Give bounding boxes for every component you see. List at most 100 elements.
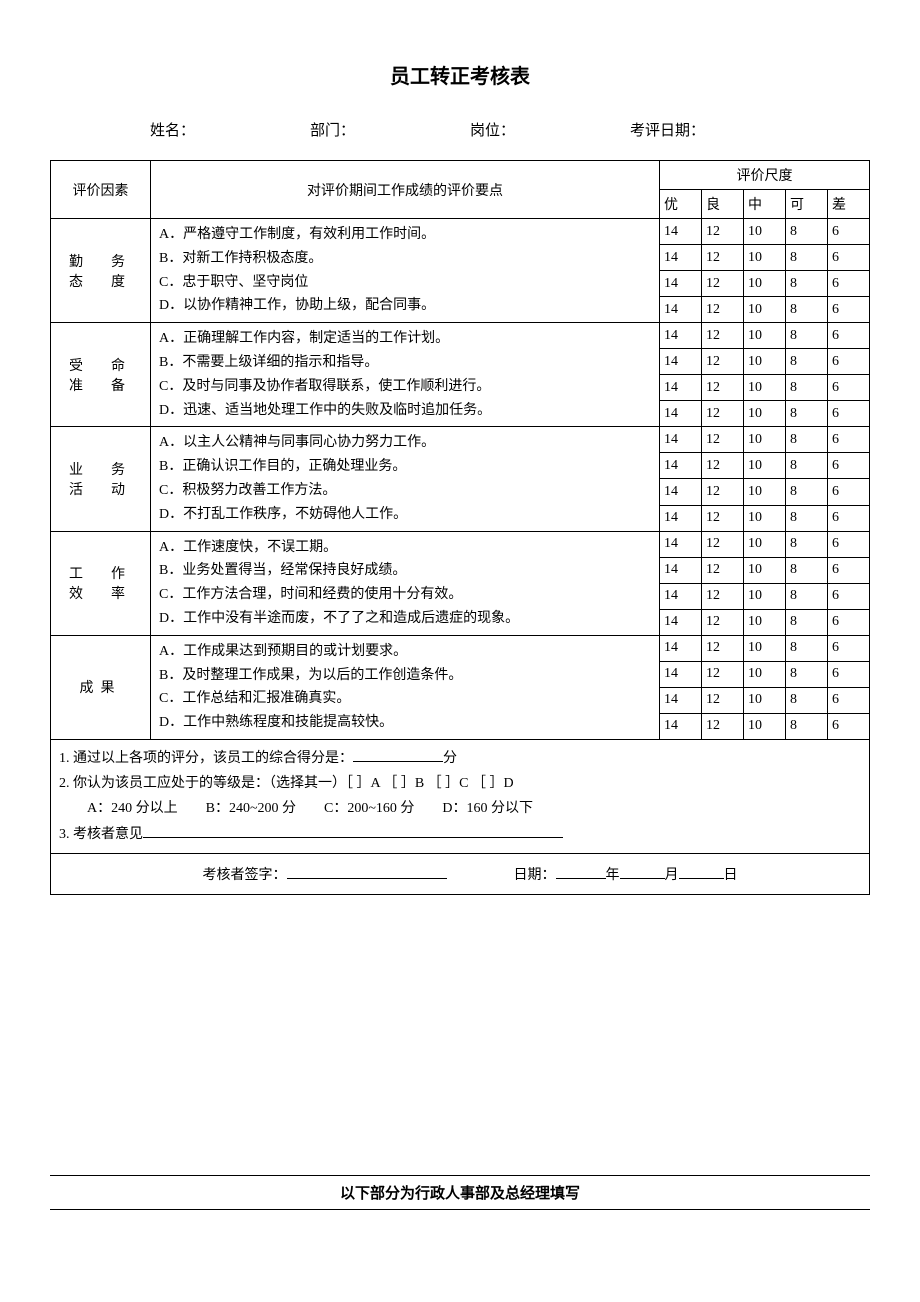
score-cell[interactable]: 12 (702, 505, 744, 531)
score-cell[interactable]: 8 (786, 297, 828, 323)
score-cell[interactable]: 6 (828, 713, 870, 739)
score-cell[interactable]: 8 (786, 557, 828, 583)
score-cell[interactable]: 14 (660, 557, 702, 583)
score-cell[interactable]: 14 (660, 635, 702, 661)
score-cell[interactable]: 8 (786, 713, 828, 739)
score-cell[interactable]: 10 (744, 245, 786, 271)
score-cell[interactable]: 14 (660, 297, 702, 323)
score-cell[interactable]: 6 (828, 635, 870, 661)
score-cell[interactable]: 8 (786, 453, 828, 479)
score-cell[interactable]: 14 (660, 453, 702, 479)
score-cell[interactable]: 12 (702, 479, 744, 505)
score-cell[interactable]: 12 (702, 609, 744, 635)
score-cell[interactable]: 12 (702, 245, 744, 271)
score-cell[interactable]: 6 (828, 323, 870, 349)
score-cell[interactable]: 14 (660, 479, 702, 505)
score-cell[interactable]: 10 (744, 609, 786, 635)
score-cell[interactable]: 14 (660, 401, 702, 427)
score-cell[interactable]: 6 (828, 479, 870, 505)
score-cell[interactable]: 10 (744, 219, 786, 245)
score-cell[interactable]: 12 (702, 297, 744, 323)
score-cell[interactable]: 8 (786, 245, 828, 271)
score-cell[interactable]: 6 (828, 271, 870, 297)
score-blank[interactable] (353, 747, 443, 762)
score-cell[interactable]: 10 (744, 479, 786, 505)
score-cell[interactable]: 6 (828, 609, 870, 635)
score-cell[interactable]: 12 (702, 427, 744, 453)
score-cell[interactable]: 8 (786, 427, 828, 453)
score-cell[interactable]: 14 (660, 323, 702, 349)
score-cell[interactable]: 10 (744, 323, 786, 349)
score-cell[interactable]: 8 (786, 609, 828, 635)
score-cell[interactable]: 10 (744, 375, 786, 401)
score-cell[interactable]: 8 (786, 505, 828, 531)
score-cell[interactable]: 10 (744, 661, 786, 687)
year-blank[interactable] (556, 864, 606, 879)
score-cell[interactable]: 10 (744, 427, 786, 453)
score-cell[interactable]: 6 (828, 583, 870, 609)
score-cell[interactable]: 14 (660, 583, 702, 609)
score-cell[interactable]: 10 (744, 557, 786, 583)
score-cell[interactable]: 8 (786, 583, 828, 609)
signer-blank[interactable] (287, 864, 447, 879)
score-cell[interactable]: 6 (828, 219, 870, 245)
score-cell[interactable]: 6 (828, 349, 870, 375)
score-cell[interactable]: 8 (786, 401, 828, 427)
score-cell[interactable]: 12 (702, 271, 744, 297)
score-cell[interactable]: 10 (744, 401, 786, 427)
score-cell[interactable]: 10 (744, 531, 786, 557)
score-cell[interactable]: 14 (660, 349, 702, 375)
score-cell[interactable]: 6 (828, 531, 870, 557)
month-blank[interactable] (620, 864, 665, 879)
score-cell[interactable]: 6 (828, 453, 870, 479)
score-cell[interactable]: 10 (744, 505, 786, 531)
score-cell[interactable]: 8 (786, 271, 828, 297)
score-cell[interactable]: 12 (702, 323, 744, 349)
score-cell[interactable]: 8 (786, 375, 828, 401)
score-cell[interactable]: 8 (786, 635, 828, 661)
score-cell[interactable]: 10 (744, 635, 786, 661)
score-cell[interactable]: 8 (786, 687, 828, 713)
score-cell[interactable]: 12 (702, 531, 744, 557)
score-cell[interactable]: 14 (660, 661, 702, 687)
score-cell[interactable]: 14 (660, 713, 702, 739)
score-cell[interactable]: 6 (828, 505, 870, 531)
score-cell[interactable]: 12 (702, 583, 744, 609)
score-cell[interactable]: 8 (786, 349, 828, 375)
score-cell[interactable]: 6 (828, 401, 870, 427)
score-cell[interactable]: 10 (744, 271, 786, 297)
score-cell[interactable]: 10 (744, 297, 786, 323)
score-cell[interactable]: 10 (744, 687, 786, 713)
score-cell[interactable]: 14 (660, 245, 702, 271)
score-cell[interactable]: 6 (828, 557, 870, 583)
score-cell[interactable]: 6 (828, 297, 870, 323)
opinion-blank[interactable] (143, 823, 563, 838)
score-cell[interactable]: 8 (786, 479, 828, 505)
score-cell[interactable]: 12 (702, 557, 744, 583)
score-cell[interactable]: 14 (660, 505, 702, 531)
score-cell[interactable]: 6 (828, 661, 870, 687)
score-cell[interactable]: 10 (744, 583, 786, 609)
score-cell[interactable]: 12 (702, 375, 744, 401)
score-cell[interactable]: 14 (660, 375, 702, 401)
score-cell[interactable]: 12 (702, 401, 744, 427)
score-cell[interactable]: 6 (828, 687, 870, 713)
score-cell[interactable]: 8 (786, 219, 828, 245)
score-cell[interactable]: 10 (744, 349, 786, 375)
score-cell[interactable]: 6 (828, 245, 870, 271)
score-cell[interactable]: 14 (660, 219, 702, 245)
score-cell[interactable]: 6 (828, 375, 870, 401)
score-cell[interactable]: 12 (702, 349, 744, 375)
score-cell[interactable]: 8 (786, 661, 828, 687)
score-cell[interactable]: 14 (660, 687, 702, 713)
score-cell[interactable]: 12 (702, 687, 744, 713)
score-cell[interactable]: 12 (702, 219, 744, 245)
score-cell[interactable]: 14 (660, 609, 702, 635)
score-cell[interactable]: 6 (828, 427, 870, 453)
score-cell[interactable]: 14 (660, 531, 702, 557)
score-cell[interactable]: 12 (702, 661, 744, 687)
score-cell[interactable]: 12 (702, 453, 744, 479)
score-cell[interactable]: 14 (660, 271, 702, 297)
score-cell[interactable]: 8 (786, 323, 828, 349)
score-cell[interactable]: 14 (660, 427, 702, 453)
